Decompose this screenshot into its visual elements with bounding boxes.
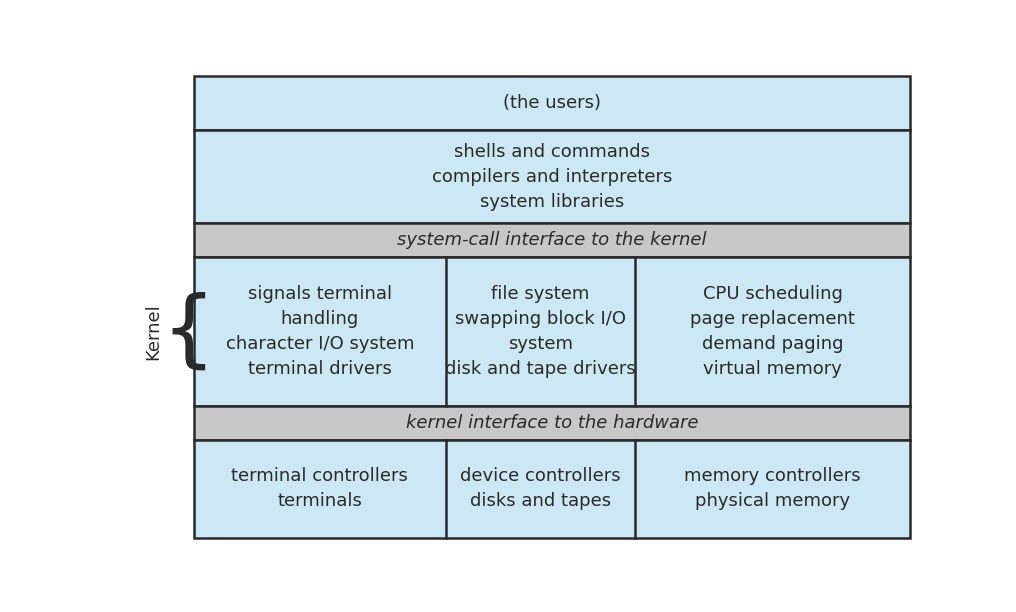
Bar — [194, 441, 910, 537]
Text: system-call interface to the kernel: system-call interface to the kernel — [397, 231, 707, 249]
Bar — [194, 257, 910, 406]
Text: shells and commands
compilers and interpreters
system libraries: shells and commands compilers and interp… — [432, 143, 673, 211]
Text: {: { — [162, 291, 215, 372]
Bar — [194, 223, 910, 257]
Bar — [194, 406, 910, 441]
Text: signals terminal
handling
character I/O system
terminal drivers: signals terminal handling character I/O … — [226, 285, 415, 378]
Text: terminal controllers
terminals: terminal controllers terminals — [232, 468, 408, 510]
Text: CPU scheduling
page replacement
demand paging
virtual memory: CPU scheduling page replacement demand p… — [690, 285, 855, 378]
Text: memory controllers
physical memory: memory controllers physical memory — [685, 468, 861, 510]
Text: Kernel: Kernel — [144, 304, 162, 360]
Text: (the users): (the users) — [503, 94, 601, 113]
Text: file system
swapping block I/O
system
disk and tape drivers: file system swapping block I/O system di… — [445, 285, 636, 378]
Bar — [194, 130, 910, 223]
Bar — [194, 76, 910, 130]
Text: device controllers
disks and tapes: device controllers disks and tapes — [460, 468, 621, 510]
Text: kernel interface to the hardware: kernel interface to the hardware — [406, 414, 698, 433]
